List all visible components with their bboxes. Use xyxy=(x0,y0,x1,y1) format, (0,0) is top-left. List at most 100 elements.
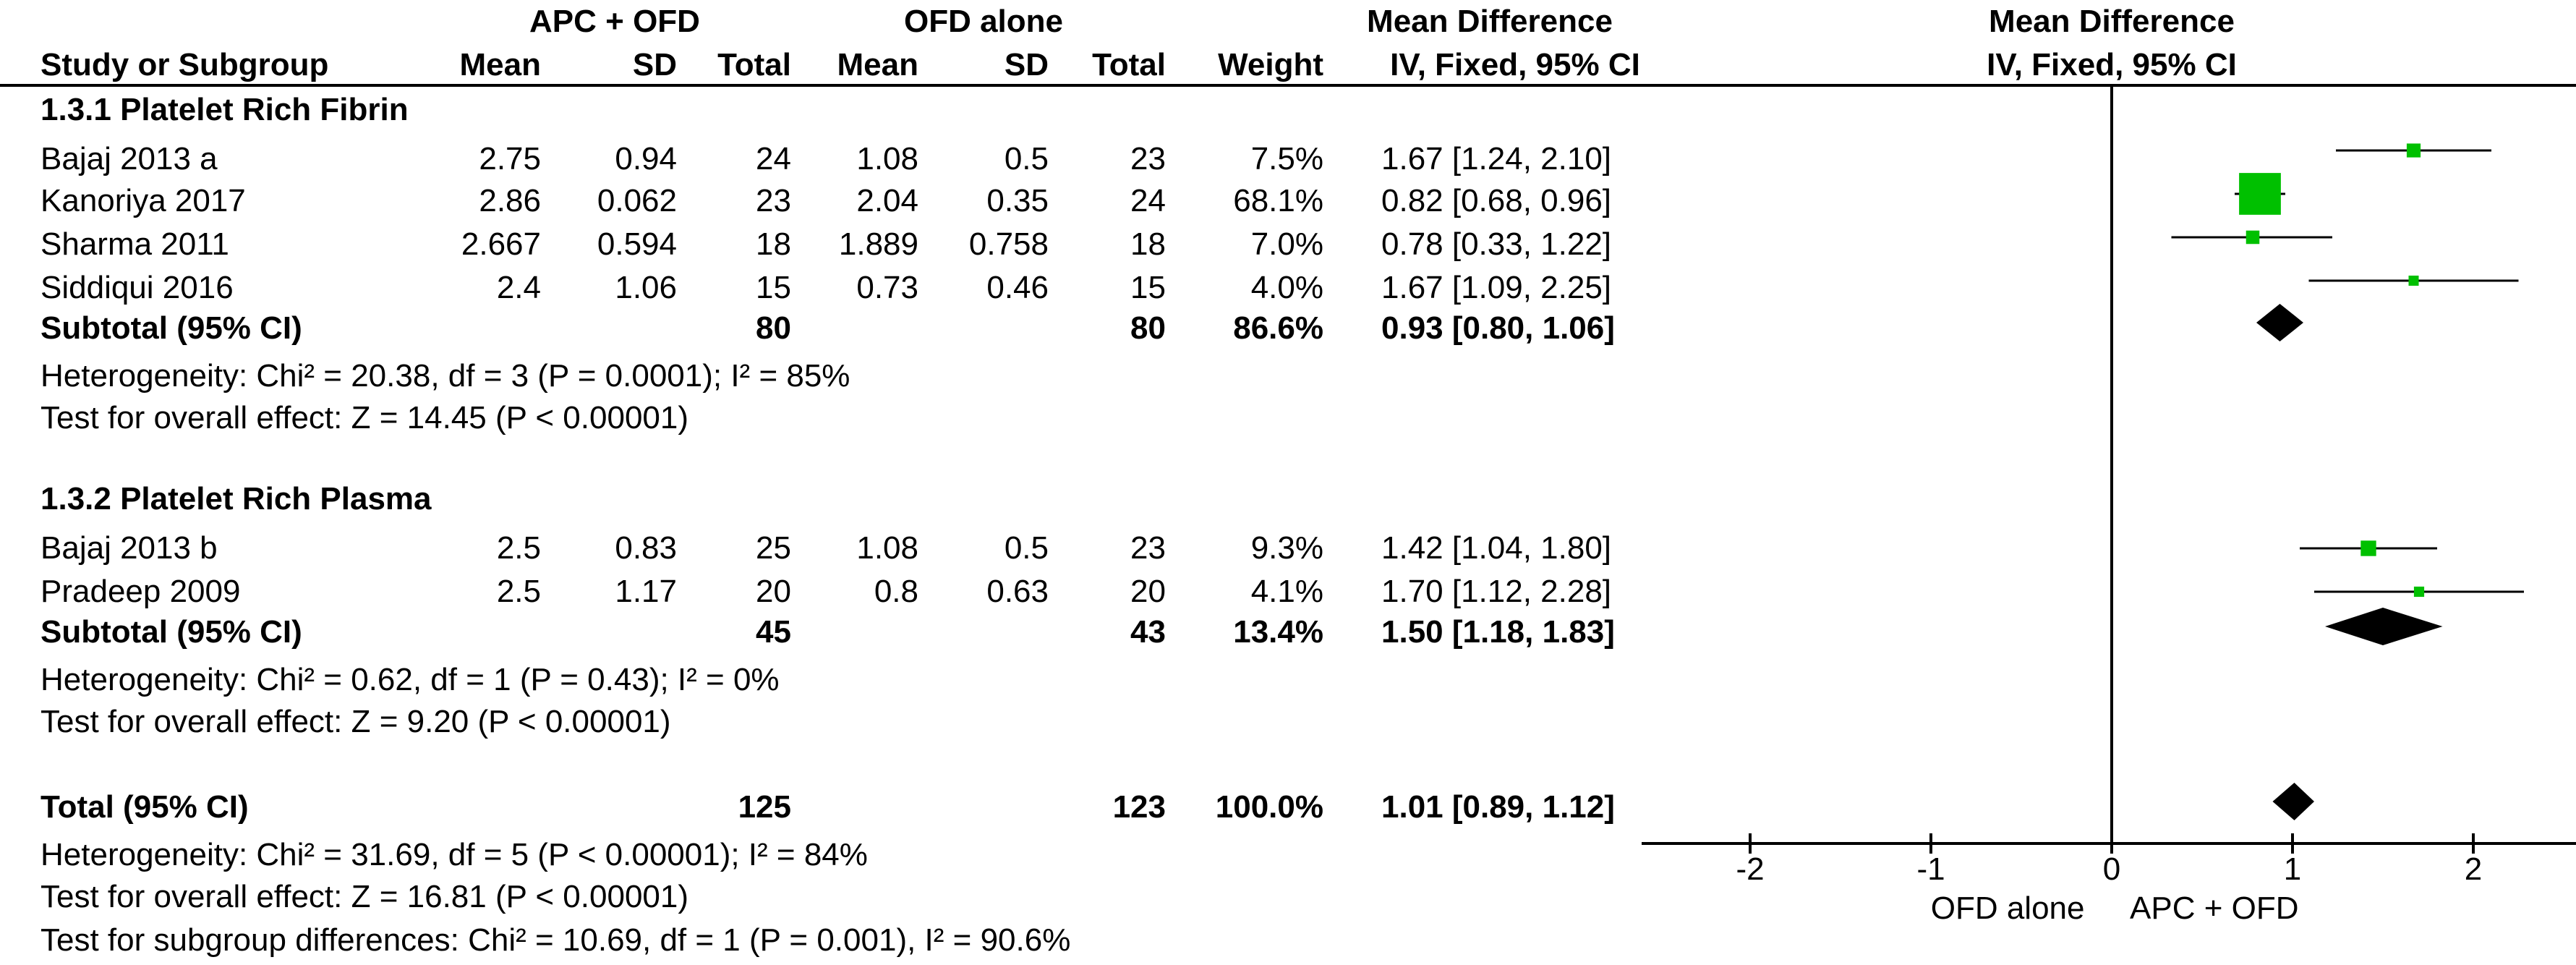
heterogeneity-text: Heterogeneity: Chi² = 20.38, df = 3 (P =… xyxy=(40,358,850,394)
weight-cell: 7.0% xyxy=(1250,226,1323,262)
plot-method: IV, Fixed, 95% CI xyxy=(1987,47,2237,82)
sd1-cell: 1.06 xyxy=(615,270,677,305)
sd2-cell: 0.63 xyxy=(986,574,1049,609)
subtotal-label: Subtotal (95% CI) xyxy=(40,614,302,650)
favours-left-label: OFD alone xyxy=(1931,890,2085,926)
sd2-cell: 0.46 xyxy=(986,270,1049,305)
sd1-cell: 1.17 xyxy=(615,574,677,609)
plot-title: Mean Difference xyxy=(1989,4,2235,39)
total2-cell: 18 xyxy=(1130,226,1166,262)
total1-cell: 25 xyxy=(756,530,791,566)
subtotal-ci: 1.50 [1.18, 1.83] xyxy=(1381,614,1615,650)
favours-right-label: APC + OFD xyxy=(2130,890,2299,926)
subtotal-total2: 80 xyxy=(1130,310,1166,346)
subtotal-total2: 43 xyxy=(1130,614,1166,650)
study-name: Bajaj 2013 b xyxy=(40,530,218,566)
subtotal-weight: 86.6% xyxy=(1233,310,1323,346)
mean1-cell: 2.5 xyxy=(496,574,541,609)
weight-cell: 7.5% xyxy=(1250,141,1323,177)
heterogeneity-text: Heterogeneity: Chi² = 0.62, df = 1 (P = … xyxy=(40,662,780,697)
col-sd1: SD xyxy=(632,47,677,82)
total1-cell: 20 xyxy=(756,574,791,609)
x-tick-label: -1 xyxy=(1916,851,1945,887)
weight-cell: 4.1% xyxy=(1250,574,1323,609)
x-tick-label: -2 xyxy=(1736,851,1764,887)
ci-cell: 1.67 [1.24, 2.10] xyxy=(1381,141,1612,177)
total-heterogeneity-text: Heterogeneity: Chi² = 31.69, df = 5 (P <… xyxy=(40,837,868,872)
md-method: IV, Fixed, 95% CI xyxy=(1390,47,1640,82)
total-weight: 100.0% xyxy=(1215,789,1323,825)
mean2-cell: 1.08 xyxy=(856,141,918,177)
total-total1: 125 xyxy=(738,789,791,825)
x-tick-label: 0 xyxy=(2103,851,2120,887)
sd2-cell: 0.5 xyxy=(1004,141,1049,177)
total1-cell: 23 xyxy=(756,183,791,218)
mean2-cell: 1.889 xyxy=(838,226,918,262)
weight-cell: 4.0% xyxy=(1250,270,1323,305)
sd1-cell: 0.062 xyxy=(597,183,677,218)
total-label: Total (95% CI) xyxy=(40,789,249,825)
total-ci: 1.01 [0.89, 1.12] xyxy=(1381,789,1615,825)
study-name: Sharma 2011 xyxy=(40,226,229,262)
subtotal-weight: 13.4% xyxy=(1233,614,1323,650)
total2-cell: 23 xyxy=(1130,530,1166,566)
col-total1: Total xyxy=(717,47,791,82)
total1-cell: 18 xyxy=(756,226,791,262)
mean1-cell: 2.667 xyxy=(461,226,541,262)
ci-cell: 0.78 [0.33, 1.22] xyxy=(1381,226,1612,262)
sd1-cell: 0.594 xyxy=(597,226,677,262)
subtotal-total1: 80 xyxy=(756,310,791,346)
overall-effect-text: Test for overall effect: Z = 14.45 (P < … xyxy=(40,400,689,435)
mean2-cell: 0.8 xyxy=(874,574,918,609)
total1-cell: 15 xyxy=(756,270,791,305)
total-total2: 123 xyxy=(1112,789,1166,825)
header-rule xyxy=(0,84,2576,87)
study-marker xyxy=(2246,230,2260,245)
subgroup-title: 1.3.2 Platelet Rich Plasma xyxy=(40,481,432,516)
subtotal-diamond xyxy=(2256,304,2303,341)
weight-cell: 68.1% xyxy=(1233,183,1323,218)
total2-cell: 20 xyxy=(1130,574,1166,609)
mean2-cell: 0.73 xyxy=(856,270,918,305)
col-study: Study or Subgroup xyxy=(40,47,329,82)
study-name: Bajaj 2013 a xyxy=(40,141,218,177)
mean1-cell: 2.5 xyxy=(496,530,541,566)
md-title: Mean Difference xyxy=(1367,4,1613,39)
overall-diamond xyxy=(2272,783,2314,820)
total2-cell: 15 xyxy=(1130,270,1166,305)
mean1-cell: 2.86 xyxy=(479,183,541,218)
ci-cell: 1.42 [1.04, 1.80] xyxy=(1381,530,1612,566)
study-name: Kanoriya 2017 xyxy=(40,183,246,218)
total2-cell: 24 xyxy=(1130,183,1166,218)
study-marker xyxy=(2239,173,2281,215)
subgroup-title: 1.3.1 Platelet Rich Fibrin xyxy=(40,92,409,127)
subtotal-total1: 45 xyxy=(756,614,791,650)
subtotal-diamond xyxy=(2325,608,2443,645)
study-name: Siddiqui 2016 xyxy=(40,270,234,305)
sd2-cell: 0.5 xyxy=(1004,530,1049,566)
study-marker xyxy=(2406,143,2421,158)
mean2-cell: 1.08 xyxy=(856,530,918,566)
study-marker xyxy=(2408,276,2419,286)
sd2-cell: 0.35 xyxy=(986,183,1049,218)
x-tick-label: 1 xyxy=(2284,851,2301,887)
study-marker xyxy=(2413,586,2425,598)
sd2-cell: 0.758 xyxy=(968,226,1049,262)
group1-header: APC + OFD xyxy=(529,4,700,39)
total1-cell: 24 xyxy=(756,141,791,177)
subgroup-differences-text: Test for subgroup differences: Chi² = 10… xyxy=(40,922,1071,958)
mean1-cell: 2.4 xyxy=(496,270,541,305)
col-mean2: Mean xyxy=(837,47,918,82)
ci-cell: 1.67 [1.09, 2.25] xyxy=(1381,270,1612,305)
ci-cell: 0.82 [0.68, 0.96] xyxy=(1381,183,1612,218)
study-name: Pradeep 2009 xyxy=(40,574,241,609)
study-marker xyxy=(2360,540,2376,556)
col-weight: Weight xyxy=(1218,47,1323,82)
group2-header: OFD alone xyxy=(903,4,1064,39)
mean1-cell: 2.75 xyxy=(479,141,541,177)
total-overall-effect-text: Test for overall effect: Z = 16.81 (P < … xyxy=(40,879,689,914)
x-tick-label: 2 xyxy=(2465,851,2482,887)
col-mean1: Mean xyxy=(459,47,541,82)
col-sd2: SD xyxy=(1004,47,1049,82)
